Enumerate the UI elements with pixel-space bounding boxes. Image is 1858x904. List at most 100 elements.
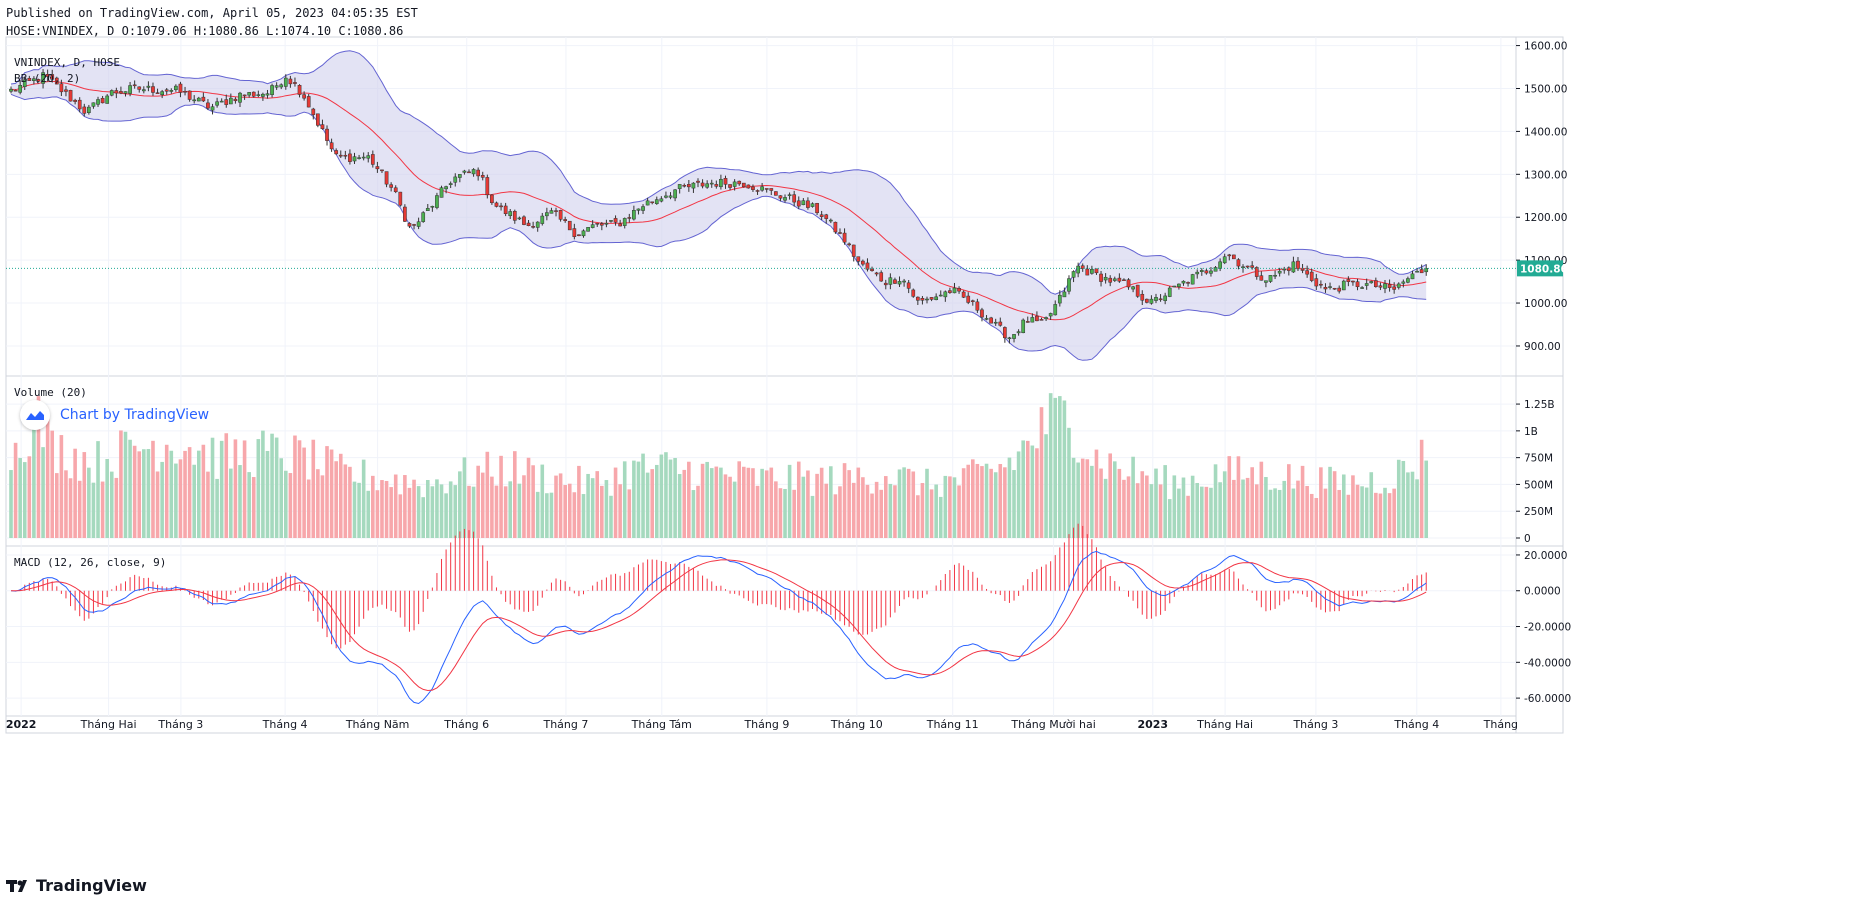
volume-bar bbox=[1374, 492, 1378, 538]
candle-body bbox=[1341, 280, 1346, 291]
volume-bar bbox=[169, 450, 174, 538]
volume-bar bbox=[567, 483, 572, 538]
volume-bar bbox=[77, 480, 82, 538]
volume-bar bbox=[398, 494, 403, 538]
volume-bar bbox=[728, 476, 732, 538]
candle-body bbox=[961, 291, 966, 298]
volume-bar bbox=[783, 488, 787, 538]
volume-bar bbox=[874, 481, 879, 538]
candle-body bbox=[105, 95, 110, 104]
volume-bar bbox=[998, 464, 1003, 538]
candle-body bbox=[36, 79, 41, 82]
volume-bar bbox=[1319, 467, 1323, 538]
volume-bar bbox=[453, 485, 458, 538]
volume-bar bbox=[320, 475, 325, 538]
volume-bar bbox=[1328, 466, 1332, 538]
volume-bar bbox=[485, 451, 490, 538]
tradingview-brand[interactable]: TradingView bbox=[6, 876, 147, 895]
candle-body bbox=[1419, 269, 1424, 274]
candle-body bbox=[430, 205, 435, 208]
candle-body bbox=[1282, 268, 1287, 271]
volume-bar bbox=[861, 477, 865, 538]
volume-bar bbox=[380, 480, 384, 538]
candle-body bbox=[393, 187, 398, 193]
volume-bar bbox=[1300, 465, 1305, 538]
volume-bar bbox=[210, 437, 215, 538]
candle-body bbox=[251, 91, 256, 97]
candle-body bbox=[957, 288, 961, 292]
candle-body bbox=[384, 171, 389, 185]
signal-line bbox=[10, 559, 1427, 692]
volume-bar bbox=[714, 466, 719, 538]
volume-bar bbox=[906, 468, 911, 538]
volume-bar bbox=[1410, 471, 1415, 538]
candle-body bbox=[989, 317, 993, 324]
candle-body bbox=[769, 188, 774, 191]
candle-body bbox=[224, 99, 229, 105]
candle-body bbox=[554, 210, 558, 212]
volume-bar bbox=[480, 472, 485, 538]
volume-bar bbox=[563, 485, 567, 538]
x-tick-label: Tháng 6 bbox=[443, 718, 489, 731]
chart-by-tradingview-label: Chart by TradingView bbox=[60, 407, 210, 423]
candle-body bbox=[233, 98, 238, 102]
volume-bar bbox=[1126, 476, 1131, 538]
x-tick-label: Tháng bbox=[1483, 718, 1518, 731]
volume-bar bbox=[32, 401, 36, 538]
candle-body bbox=[1286, 267, 1291, 271]
x-tick-label: Tháng Năm bbox=[345, 718, 410, 731]
candle-body bbox=[1126, 279, 1131, 288]
volume-bar bbox=[247, 472, 251, 538]
candle-body bbox=[439, 187, 444, 198]
candle-body bbox=[82, 106, 87, 114]
candle-body bbox=[1241, 266, 1245, 269]
candle-body bbox=[1080, 265, 1085, 269]
candle-body bbox=[425, 208, 430, 211]
candle-body bbox=[1364, 283, 1369, 286]
candle-body bbox=[1291, 261, 1296, 273]
volume-bar bbox=[705, 461, 709, 538]
volume-bar bbox=[1241, 479, 1245, 538]
candle-body bbox=[87, 106, 91, 113]
volume-bar bbox=[1383, 487, 1387, 538]
candle-body bbox=[925, 298, 929, 301]
volume-bar bbox=[142, 449, 146, 538]
candle-body bbox=[274, 85, 279, 88]
candle-body bbox=[1144, 298, 1149, 303]
volume-bar bbox=[975, 463, 980, 538]
candle-body bbox=[595, 222, 600, 225]
bb-basis-line bbox=[10, 80, 1427, 321]
candle-body bbox=[453, 176, 458, 183]
candle-body bbox=[1328, 286, 1332, 288]
volume-bar bbox=[36, 396, 41, 538]
volume-bar bbox=[709, 468, 714, 538]
volume-bar bbox=[435, 479, 439, 538]
volume-bar bbox=[806, 470, 810, 538]
price-axis[interactable] bbox=[1515, 36, 1564, 734]
candle-body bbox=[719, 178, 723, 188]
candle-body bbox=[1213, 267, 1218, 272]
volume-bar bbox=[1021, 440, 1025, 538]
candle-body bbox=[599, 223, 604, 226]
volume-bar bbox=[1058, 396, 1062, 538]
chart-by-tradingview-watermark[interactable]: Chart by TradingView bbox=[20, 400, 209, 430]
x-tick-label: 2023 bbox=[1137, 718, 1168, 731]
volume-bar bbox=[1181, 477, 1186, 538]
volume-bar bbox=[508, 481, 513, 538]
price-pane-title: VNINDEX, D, HOSE bbox=[14, 56, 120, 69]
volume-bar bbox=[746, 467, 751, 538]
candle-body bbox=[50, 74, 55, 80]
volume-bar bbox=[760, 468, 764, 538]
candle-body bbox=[1369, 281, 1374, 284]
volume-bar bbox=[755, 485, 760, 538]
volume-bar bbox=[1135, 483, 1140, 538]
volume-bar bbox=[687, 461, 691, 538]
volume-bar bbox=[1090, 465, 1094, 538]
volume-bar bbox=[462, 457, 467, 538]
volume-bar bbox=[1145, 475, 1149, 538]
volume-bar bbox=[1062, 400, 1067, 538]
candle-body bbox=[64, 89, 68, 92]
candle-body bbox=[545, 212, 549, 217]
candle-body bbox=[183, 90, 187, 93]
